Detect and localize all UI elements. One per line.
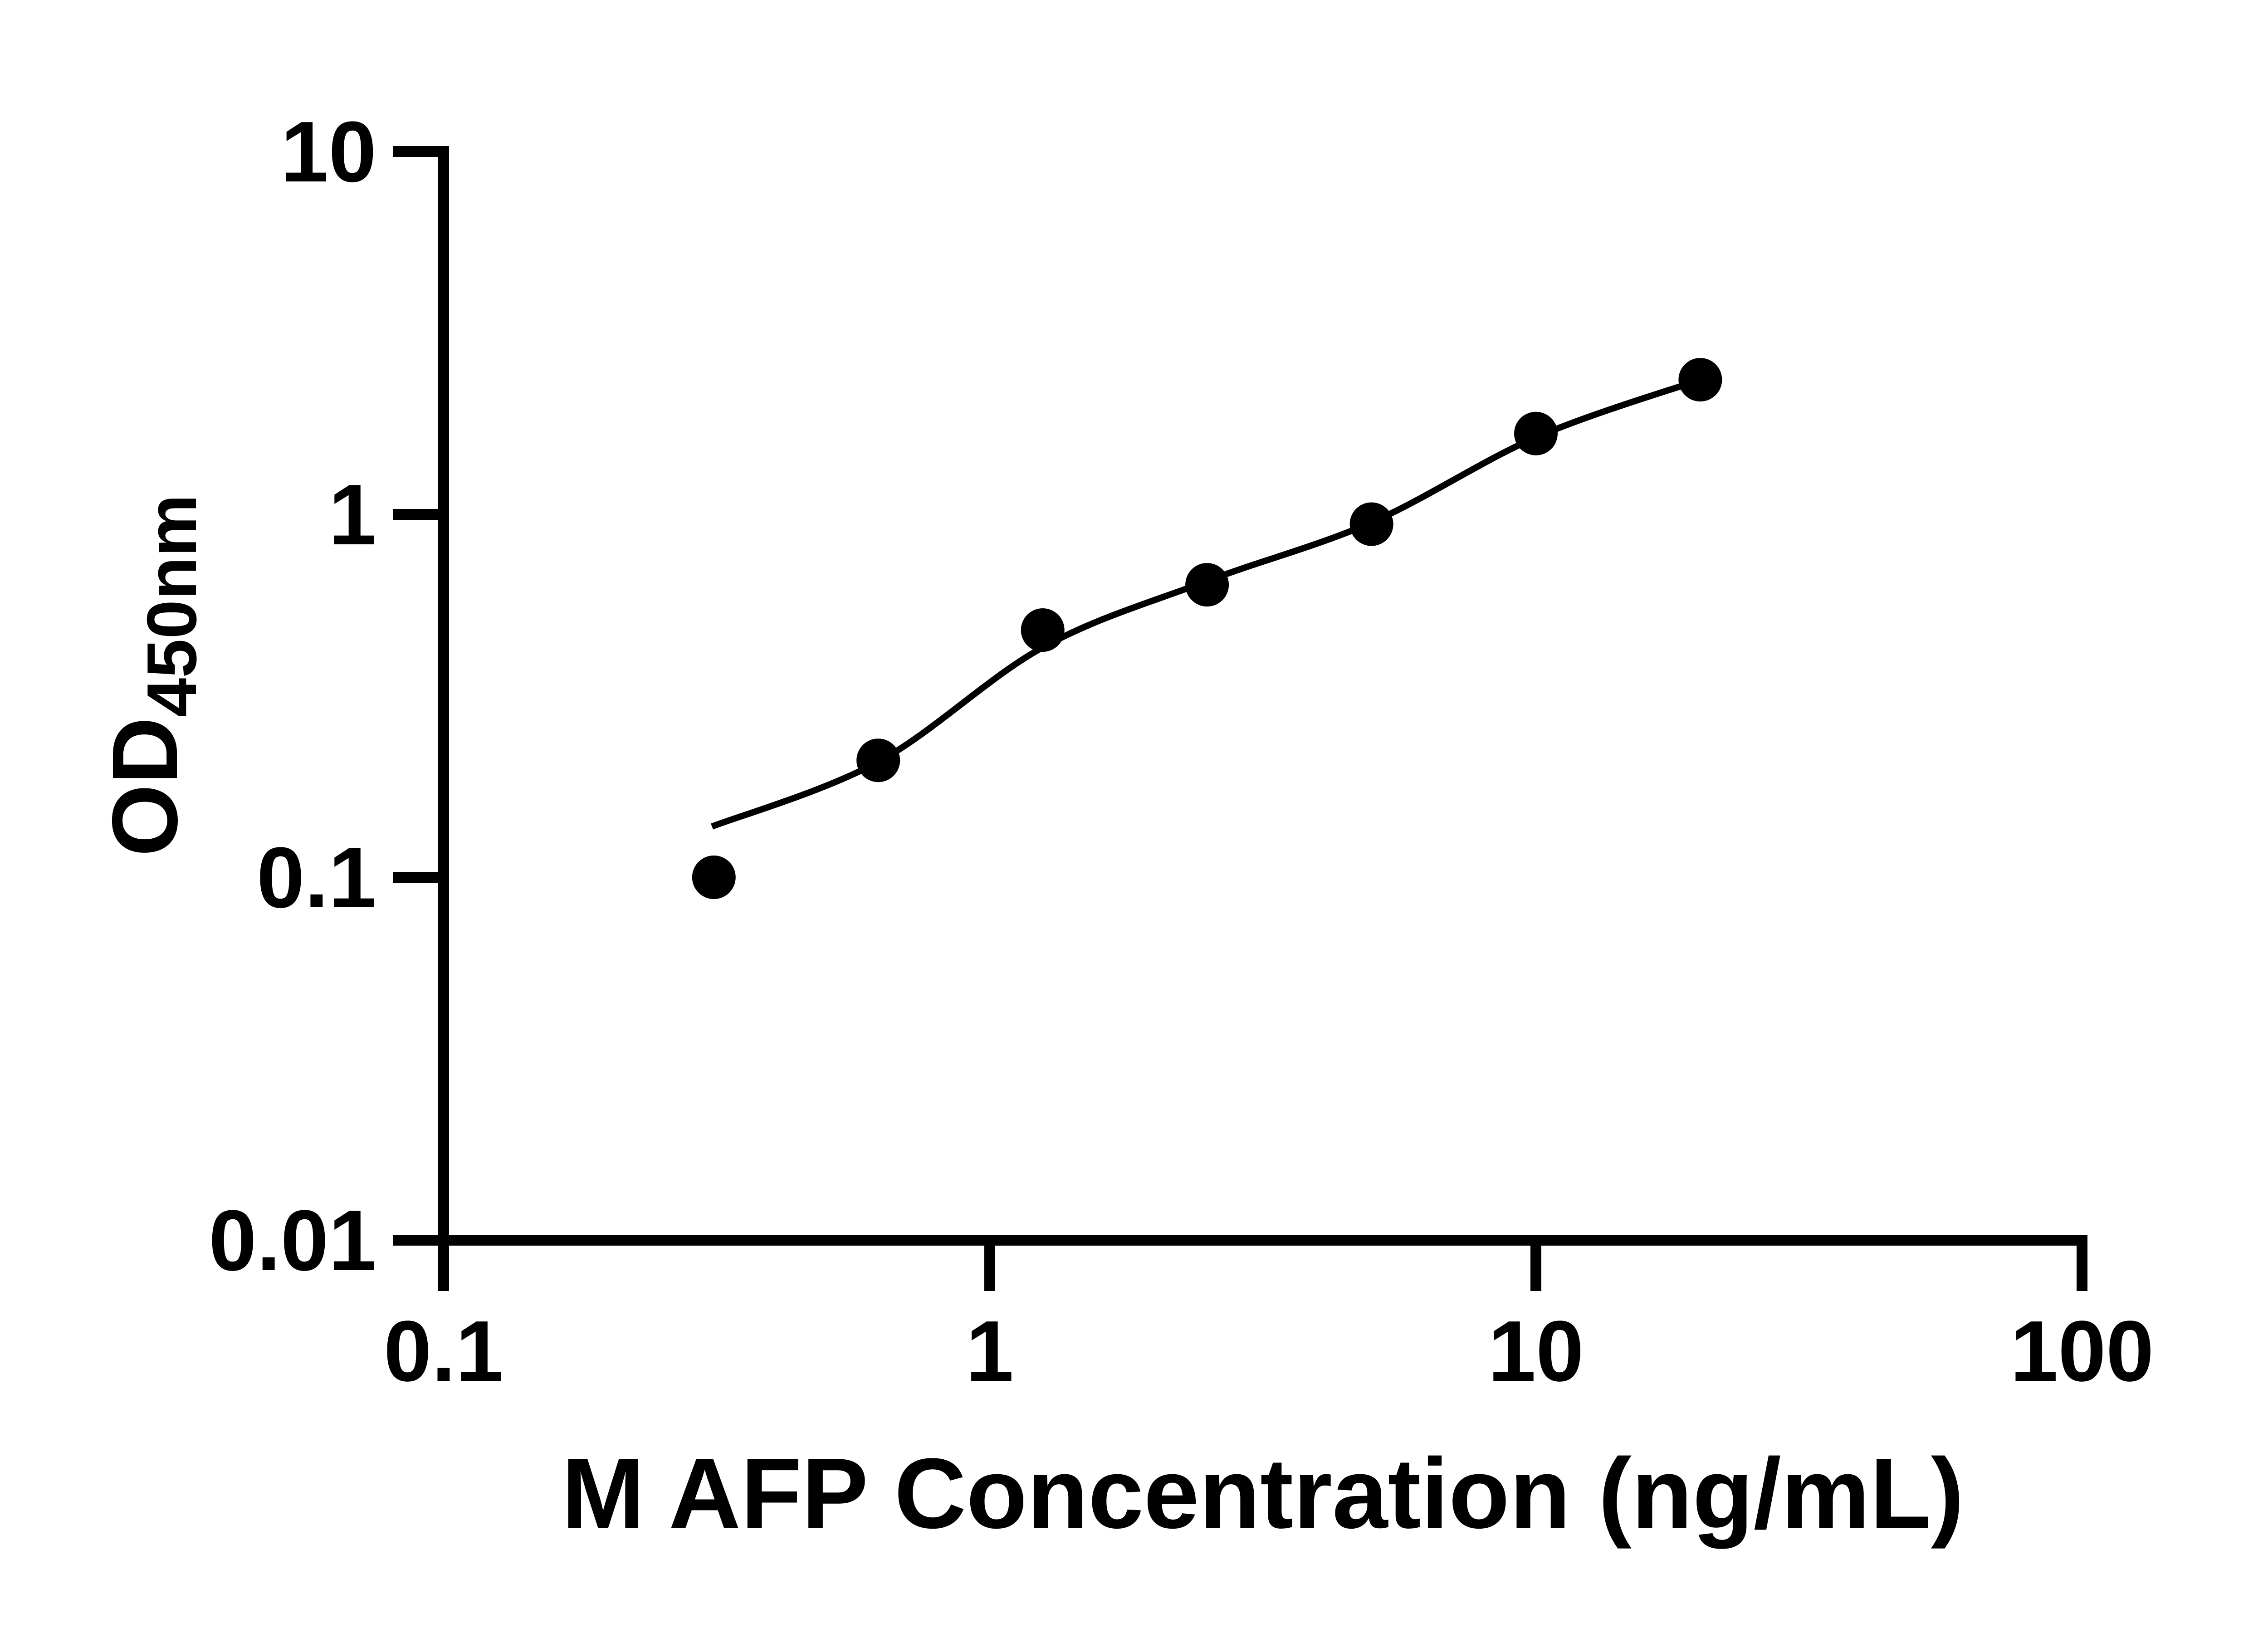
data-point	[1514, 411, 1558, 455]
x-axis-tick-label: 10	[1488, 1303, 1584, 1399]
data-point	[1021, 608, 1065, 652]
y-axis-tick-label: 1	[328, 467, 376, 563]
x-axis-tick-label: 1	[966, 1303, 1014, 1399]
data-point	[692, 856, 736, 899]
y-axis-tick-label: 0.1	[257, 830, 376, 926]
data-point	[856, 738, 900, 782]
data-point	[1678, 358, 1722, 402]
y-axis-tick-label: 10	[281, 104, 376, 200]
x-axis-tick-label: 0.1	[384, 1303, 503, 1399]
x-axis-tick-label: 100	[2010, 1303, 2154, 1399]
data-point	[1349, 502, 1393, 546]
y-axis-title: OD450nm	[93, 494, 211, 857]
x-axis-title: M AFP Concentration (ng/mL)	[562, 1437, 1964, 1549]
y-axis-tick-label: 0.01	[209, 1193, 376, 1289]
y-axis-title-subscript: 450nm	[132, 494, 211, 717]
y-axis-title-main: OD	[93, 717, 197, 857]
data-point	[1185, 563, 1229, 607]
